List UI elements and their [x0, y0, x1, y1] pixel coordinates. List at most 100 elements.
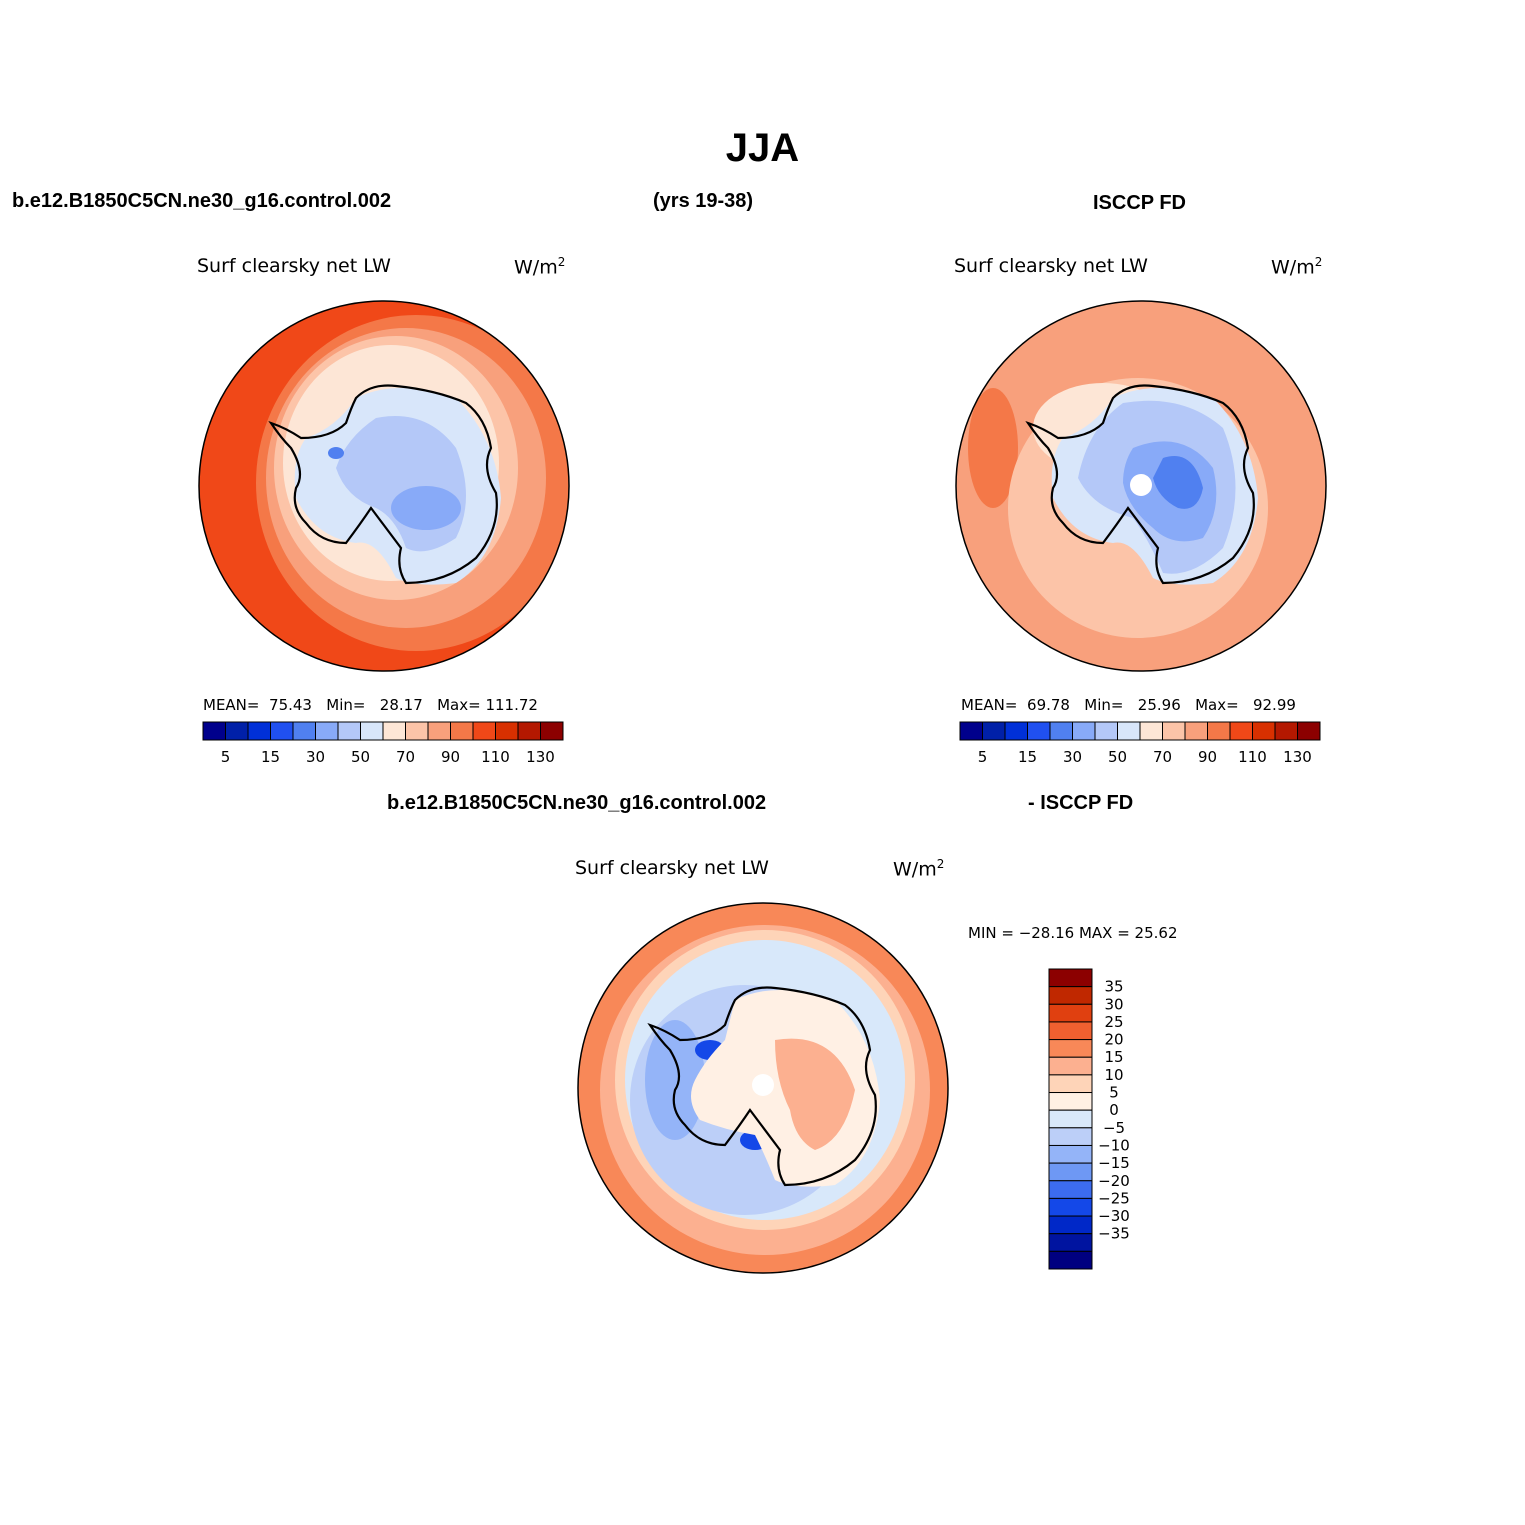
diff-colorbar-tick-label: −10: [1098, 1136, 1130, 1154]
obs-coastline: [1025, 384, 1255, 585]
model-colorbar-box: [540, 721, 564, 741]
obs-colorbar-box: [1252, 721, 1276, 741]
model-colorbar: 5 15 30 50 70 90 110 130: [202, 721, 564, 766]
diff-colorbar-box: [1048, 1021, 1093, 1041]
diff-colorbar-tick-label: 25: [1104, 1013, 1123, 1031]
model-colorbar-tick-label: 30: [306, 748, 325, 766]
model-colorbar-box: [472, 721, 496, 741]
obs-variable-label: Surf clearsky net LW: [954, 255, 1148, 277]
obs-colorbar-tick-label: 5: [978, 748, 988, 766]
diff-map-border: [577, 902, 949, 1274]
model-colorbar-box: [517, 721, 541, 741]
diff-colorbar-box: [1048, 1127, 1093, 1146]
model-min-spot: [328, 447, 344, 459]
diff-colorbar-tick-label: 10: [1104, 1066, 1123, 1084]
obs-contour-band: [968, 388, 1018, 508]
obs-colorbar-box: [1184, 721, 1208, 741]
diff-colorbar-box: [1048, 1144, 1093, 1164]
obs-units-label: W/m2: [1271, 255, 1323, 279]
diff-colorbar-box: [1048, 1233, 1093, 1252]
page-title: JJA: [725, 126, 800, 170]
obs-colorbar-tick-label: 30: [1063, 748, 1082, 766]
model-colorbar-box: [427, 721, 451, 741]
model-colorbar-box: [450, 721, 474, 741]
diff-colorbar-tick-label: −15: [1098, 1154, 1130, 1172]
diff-pole-hole: [752, 1074, 774, 1096]
obs-colorbar-box: [1117, 721, 1141, 741]
diff-colorbar-box: [1048, 1250, 1093, 1270]
obs-colorbar-box: [1162, 721, 1186, 741]
obs-stats: MEAN= 69.78 Min= 25.96 Max= 92.99: [961, 696, 1296, 714]
model-colorbar-box: [337, 721, 361, 741]
diff-colorbar-box: [1048, 1039, 1093, 1058]
model-colorbar-tick-label: 50: [351, 748, 370, 766]
obs-colorbar-tick-label: 70: [1153, 748, 1172, 766]
model-colorbar-box: [405, 721, 429, 741]
model-colorbar-tick-label: 130: [526, 748, 555, 766]
obs-colorbar: 5 15 30 50 70 90 110 130: [959, 721, 1321, 766]
diff-variable-label: Surf clearsky net LW: [575, 857, 769, 879]
diff-colorbar-box: [1048, 968, 1093, 988]
obs-colorbar-tick-label: 90: [1198, 748, 1217, 766]
obs-min-region: [1153, 456, 1203, 509]
diff-polar-map: [577, 902, 949, 1274]
model-colorbar-box: [382, 721, 406, 741]
diff-colorbar-tick-label: 35: [1104, 978, 1123, 996]
diff-colorbar-tick-label: 15: [1104, 1048, 1123, 1066]
model-colorbar-tick-label: 70: [396, 748, 415, 766]
obs-colorbar-box: [1139, 721, 1163, 741]
diff-colorbar-tick-label: −5: [1103, 1119, 1125, 1137]
diff-colorbar-box: [1048, 1003, 1093, 1023]
diff-units-label: W/m2: [893, 857, 945, 881]
obs-name-header: ISCCP FD: [1093, 192, 1186, 214]
model-colorbar-tick-label: 5: [221, 748, 231, 766]
model-units-label: W/m2: [514, 255, 566, 279]
model-colorbar-tick-label: 110: [481, 748, 510, 766]
diff-colorbar-tick-label: −30: [1098, 1207, 1130, 1225]
diff-colorbar-tick-label: 30: [1104, 995, 1123, 1013]
diff-colorbar-tick-label: 5: [1109, 1084, 1119, 1102]
model-colorbar-box: [225, 721, 249, 741]
diff-contour-band: [645, 1020, 705, 1140]
model-colorbar-box: [292, 721, 316, 741]
diff-colorbar-tick-label: −25: [1098, 1189, 1130, 1207]
model-colorbar-box: [270, 721, 294, 741]
obs-colorbar-box: [959, 721, 983, 741]
obs-colorbar-box: [1207, 721, 1231, 741]
diff-colorbar-tick-label: 20: [1104, 1031, 1123, 1049]
diff-obs-header: - ISCCP FD: [1028, 792, 1134, 814]
model-colorbar-box: [315, 721, 339, 741]
obs-colorbar-tick-label: 50: [1108, 748, 1127, 766]
model-colorbar-box: [247, 721, 271, 741]
diff-colorbar-tick-label: −35: [1098, 1225, 1130, 1243]
obs-colorbar-box: [1049, 721, 1073, 741]
model-colorbar-box: [360, 721, 384, 741]
diff-minmax-label: MIN = −28.16 MAX = 25.62: [968, 924, 1178, 942]
diff-colorbar-tick-label: −20: [1098, 1172, 1130, 1190]
diff-colorbar-box: [1048, 1092, 1093, 1111]
model-polar-map: [198, 300, 570, 672]
diff-colorbar-box: [1048, 1109, 1093, 1129]
obs-pole-hole: [1130, 474, 1152, 496]
case-name-header: b.e12.B1850C5CN.ne30_g16.control.002: [12, 190, 392, 212]
obs-colorbar-box: [1274, 721, 1298, 741]
obs-colorbar-box: [1229, 721, 1253, 741]
obs-map-border: [955, 300, 1327, 672]
obs-colorbar-box: [982, 721, 1006, 741]
diff-colorbar-box: [1048, 1162, 1093, 1182]
diff-colorbar-box: [1048, 1215, 1093, 1235]
model-colorbar-box: [495, 721, 519, 741]
obs-colorbar-box: [1297, 721, 1321, 741]
obs-colorbar-box: [1027, 721, 1051, 741]
model-colorbar-tick-label: 15: [261, 748, 280, 766]
years-header: (yrs 19-38): [653, 190, 754, 212]
model-colorbar-box: [202, 721, 226, 741]
diff-case-header: b.e12.B1850C5CN.ne30_g16.control.002: [387, 792, 767, 814]
model-stats: MEAN= 75.43 Min= 28.17 Max= 111.72: [203, 696, 538, 714]
model-variable-label: Surf clearsky net LW: [197, 255, 391, 277]
obs-colorbar-tick-label: 15: [1018, 748, 1037, 766]
diff-colorbar-box: [1048, 1197, 1093, 1217]
obs-colorbar-box: [1004, 721, 1028, 741]
diff-coastline: [647, 986, 877, 1187]
